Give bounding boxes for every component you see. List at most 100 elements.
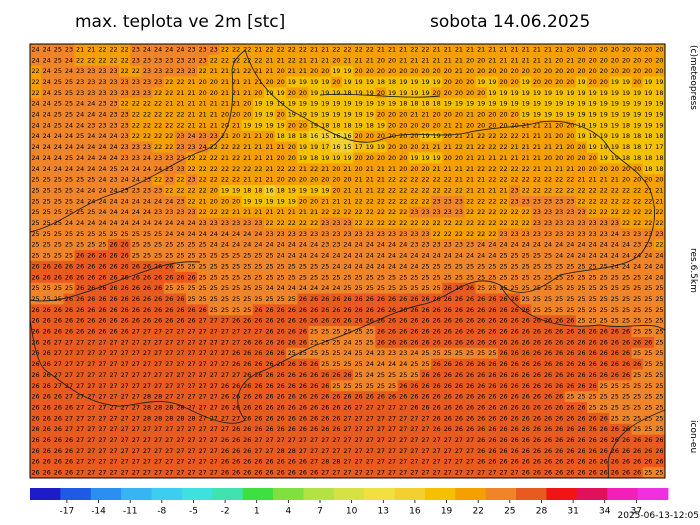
cell	[386, 98, 398, 110]
cell-value: 22	[377, 186, 385, 194]
cell-value: 23	[655, 230, 663, 238]
cell-value: 27	[154, 425, 162, 433]
cell-value: 27	[76, 414, 84, 422]
cell-value: 26	[466, 306, 474, 314]
cell	[531, 44, 543, 56]
cell-value: 25	[210, 273, 218, 281]
cell-value: 24	[355, 241, 363, 249]
cell	[475, 76, 488, 88]
cell-value: 25	[533, 262, 541, 270]
cell-value: 25	[165, 241, 173, 249]
cell-value: 20	[577, 154, 585, 162]
cell-value: 27	[154, 328, 162, 336]
cell-value: 26	[444, 328, 452, 336]
cell-value: 26	[321, 382, 329, 390]
cell-value: 26	[544, 436, 552, 444]
cell-value: 22	[210, 143, 218, 151]
cell-value: 25	[366, 328, 374, 336]
cell-value: 20	[388, 143, 396, 151]
cell	[475, 65, 488, 77]
cell-value: 26	[299, 306, 307, 314]
cell-value: 26	[455, 360, 463, 368]
cell	[96, 65, 109, 77]
cell-value: 25	[43, 219, 51, 227]
cell-value: 19	[355, 100, 363, 108]
cell	[74, 76, 87, 88]
cell-value: 20	[600, 78, 608, 86]
cell-value: 27	[388, 425, 396, 433]
cell-value: 19	[265, 111, 273, 119]
cell	[275, 54, 287, 66]
cell-value: 24	[65, 219, 73, 227]
cell-value: 27	[109, 382, 117, 390]
cell	[531, 130, 543, 142]
cell-value: 19	[277, 100, 285, 108]
cell-value: 20	[555, 121, 563, 129]
cell-value: 25	[421, 360, 429, 368]
cell-value: 26	[43, 338, 51, 346]
cell-value: 25	[187, 295, 195, 303]
cell-value: 24	[310, 252, 318, 260]
cell-value: 26	[243, 414, 251, 422]
cell-value: 19	[522, 111, 530, 119]
cell-value: 25	[600, 262, 608, 270]
cell-value: 25	[577, 393, 585, 401]
cell-value: 20	[321, 67, 329, 75]
cell-value: 23	[265, 230, 273, 238]
cell-value: 27	[221, 371, 229, 379]
cell	[185, 87, 198, 99]
cell-value: 21	[566, 165, 574, 173]
cell-value: 27	[187, 447, 195, 455]
cell-value: 26	[299, 317, 307, 325]
cell-value: 22	[511, 176, 519, 184]
colorbar-tick-label: -17	[60, 507, 75, 517]
cell-value: 25	[589, 393, 597, 401]
cell-value: 26	[109, 241, 117, 249]
cell-value: 21	[544, 165, 552, 173]
cell-value: 22	[355, 45, 363, 53]
cell	[419, 44, 432, 56]
cell	[330, 65, 343, 77]
cell-value: 26	[143, 273, 151, 281]
cell-value: 22	[221, 208, 229, 216]
cell-value: 19	[488, 89, 496, 97]
cell-value: 20	[310, 197, 318, 205]
cell-value: 25	[98, 230, 106, 238]
cell	[509, 119, 521, 132]
cell	[297, 54, 309, 66]
cell-value: 27	[399, 403, 407, 411]
cell-value: 26	[589, 458, 597, 466]
cell	[464, 109, 476, 121]
cell	[263, 76, 276, 88]
cell-value: 25	[43, 295, 51, 303]
cell-value: 25	[43, 176, 51, 184]
cell-value: 24	[611, 241, 619, 249]
cell	[297, 119, 309, 132]
cell-value: 22	[243, 45, 251, 53]
cell-value: 23	[143, 176, 151, 184]
cell-value: 24	[332, 284, 340, 292]
cell-value: 27	[121, 414, 129, 422]
cell-value: 20	[533, 78, 541, 86]
cell-value: 26	[499, 295, 507, 303]
cell-value: 26	[31, 425, 39, 433]
cell-value: 27	[154, 458, 162, 466]
cell	[486, 54, 499, 66]
cell-value: 22	[444, 219, 452, 227]
cell-value: 27	[76, 360, 84, 368]
cell-value: 24	[288, 241, 296, 249]
cell-value: 27	[65, 338, 73, 346]
cell-value: 20	[243, 111, 251, 119]
cell	[364, 109, 376, 121]
cell-value: 25	[232, 262, 240, 270]
cell-value: 26	[31, 306, 39, 314]
cell	[609, 130, 621, 142]
cell-value: 26	[522, 349, 530, 357]
cell-value: 25	[477, 284, 485, 292]
cell	[520, 76, 532, 88]
cell-value: 19	[488, 100, 496, 108]
cell-value: 21	[310, 56, 318, 64]
cell-value: 23	[176, 197, 184, 205]
cell-value: 26	[43, 447, 51, 455]
cell-value: 24	[76, 154, 84, 162]
